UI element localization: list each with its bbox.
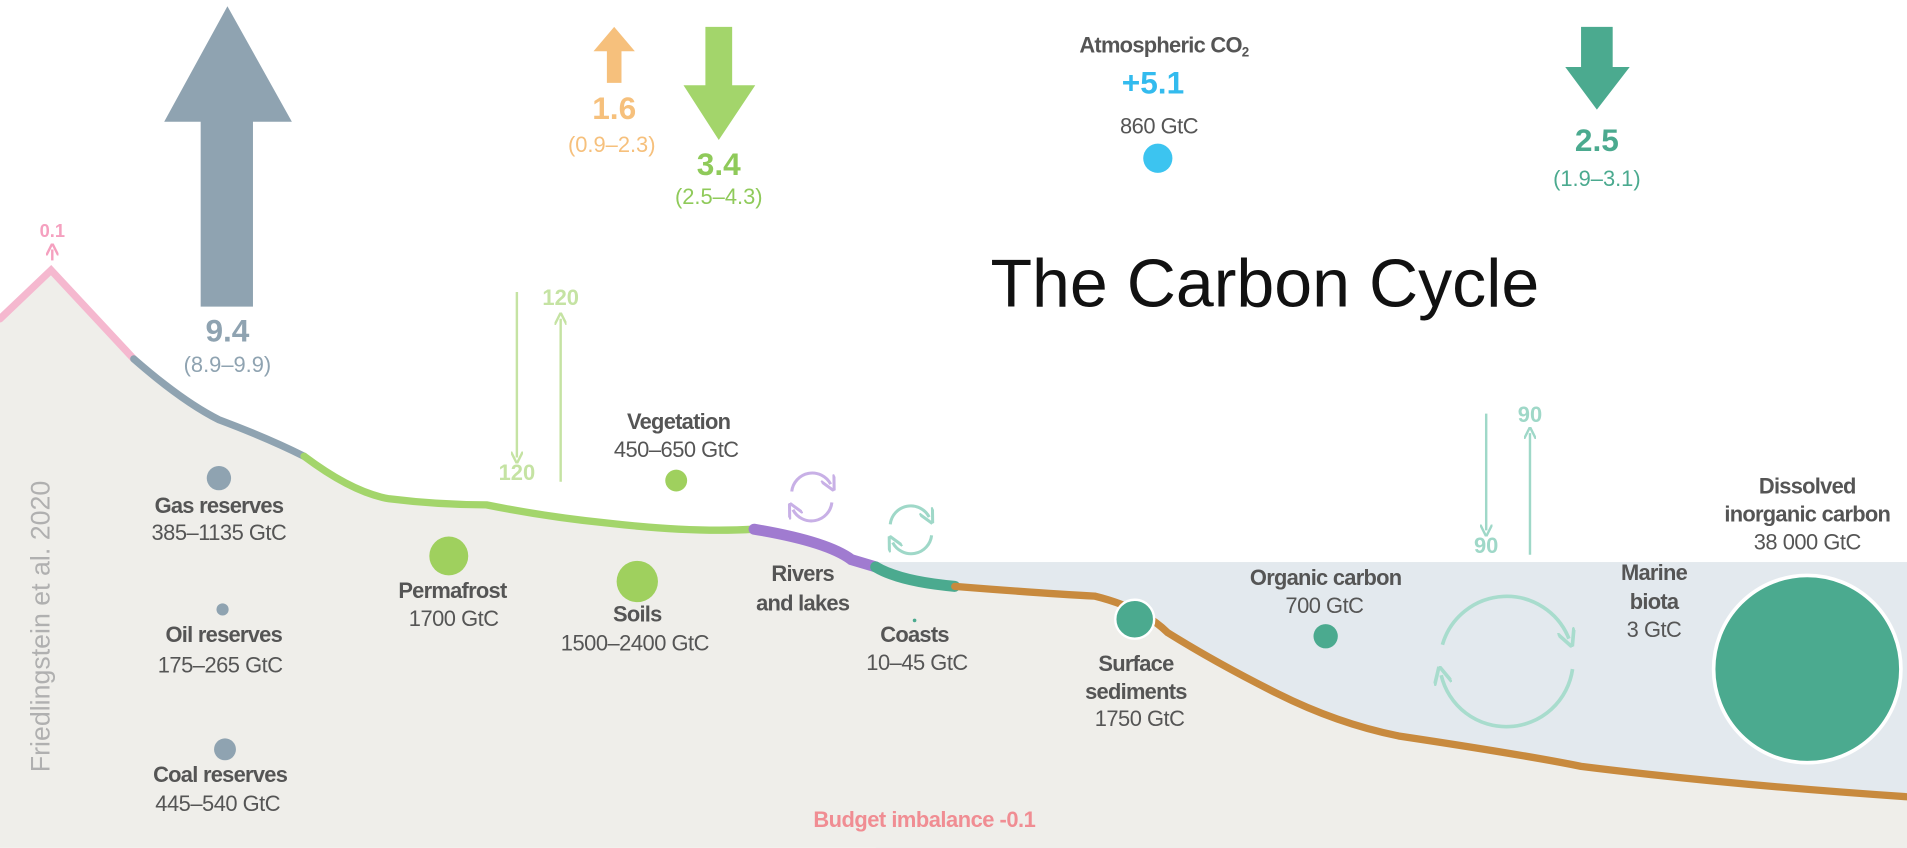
reservoir-stock: 385–1135 GtC — [151, 520, 286, 545]
coasts-cycle — [890, 506, 931, 554]
reservoir-name: Permafrost — [398, 578, 508, 603]
reservoir-name: Surface — [1098, 651, 1174, 676]
reservoir-stock: 175–265 GtC — [158, 652, 283, 677]
credit: Friedlingstein et al. 2020 — [26, 481, 56, 772]
rivers-cycle — [792, 473, 832, 521]
land-use-range: (0.9–2.3) — [568, 132, 656, 157]
dic-dot — [1714, 575, 1901, 762]
fossil-value: 9.4 — [205, 313, 249, 349]
reservoir-stock: 10–45 GtC — [866, 650, 967, 675]
reservoir-name: inorganic carbon — [1724, 502, 1890, 527]
reservoir-stock: 445–540 GtC — [155, 791, 280, 816]
ocean-sink-value: 2.5 — [1575, 122, 1619, 158]
reservoir-stock: 38 000 GtC — [1754, 530, 1861, 555]
land-sink-arrow — [684, 27, 756, 140]
reservoir-stock: 3 GtC — [1627, 617, 1682, 642]
reservoir-name: Gas reserves — [155, 493, 284, 518]
reservoir-stock: 700 GtC — [1285, 593, 1363, 618]
ocean-sink-range: (1.9–3.1) — [1553, 166, 1641, 191]
ocean-sink-arrow — [1565, 27, 1629, 110]
cycle-arc — [792, 473, 831, 491]
sediment-dot — [1115, 600, 1154, 639]
atmosphere-name: Atmospheric CO — [1079, 32, 1242, 57]
reservoir-name: sediments — [1085, 679, 1187, 704]
reservoir-name: biota — [1630, 589, 1680, 614]
gas-dot — [207, 466, 231, 490]
reservoir-stock: 450–650 GtC — [614, 437, 739, 462]
atmosphere-dot — [1143, 144, 1172, 173]
organic-dot — [1313, 624, 1337, 648]
volcanic-value: 0.1 — [40, 220, 65, 241]
reservoir-name: and lakes — [756, 590, 850, 615]
reservoir-name: Marine — [1621, 560, 1688, 585]
land-sink-value: 3.4 — [697, 146, 741, 182]
reservoir-name: Coasts — [880, 622, 949, 647]
cycle-arc — [793, 502, 832, 520]
reservoir-name: Coal reserves — [153, 762, 288, 787]
land-use-arrow — [594, 27, 635, 83]
ocean-up-value: 90 — [1518, 402, 1542, 427]
reservoir-name: Vegetation — [627, 409, 730, 434]
budget-imbalance: Budget imbalance -0.1 — [813, 807, 1035, 832]
reservoir-stock: 1700 GtC — [409, 606, 499, 631]
coal-dot — [214, 738, 236, 760]
reservoir-stock: 1500–2400 GtC — [561, 631, 709, 656]
land-use-value: 1.6 — [592, 90, 636, 126]
atmosphere-subscript: 2 — [1242, 44, 1249, 59]
reservoir-name: Soils — [613, 601, 662, 626]
fossil-range: (8.9–9.9) — [184, 352, 272, 377]
fossil-arrow — [164, 6, 292, 306]
ocean-down-value: 90 — [1474, 533, 1498, 558]
cycle-arc — [890, 506, 929, 524]
land-sink-range: (2.5–4.3) — [675, 184, 763, 209]
land-down-value: 120 — [499, 460, 536, 485]
land-up-value: 120 — [542, 285, 579, 310]
reservoir-name: Rivers — [771, 561, 834, 586]
diagram: 0.1 9.4 (8.9–9.9) 1.6 (0.9–2.3) 3.4 (2.5… — [0, 0, 1907, 848]
atmosphere-label: Atmospheric CO2 — [1079, 32, 1248, 59]
reservoir-stock: 1750 GtC — [1095, 706, 1185, 731]
soils-dot — [617, 561, 658, 602]
atmosphere-growth: +5.1 — [1122, 65, 1184, 101]
atmosphere-stock: 860 GtC — [1120, 114, 1198, 139]
permafrost-dot — [429, 536, 468, 575]
reservoir-name: Organic carbon — [1250, 565, 1401, 590]
page: {"title": "The Carbon Cycle", "credit": … — [0, 0, 1907, 848]
vegetation-dot — [665, 470, 687, 492]
title: The Carbon Cycle — [990, 245, 1539, 321]
oil-dot — [216, 603, 228, 615]
reservoir-name: Oil reserves — [166, 622, 283, 647]
cycle-arc — [893, 535, 932, 553]
reservoir-name: Dissolved — [1759, 474, 1856, 499]
